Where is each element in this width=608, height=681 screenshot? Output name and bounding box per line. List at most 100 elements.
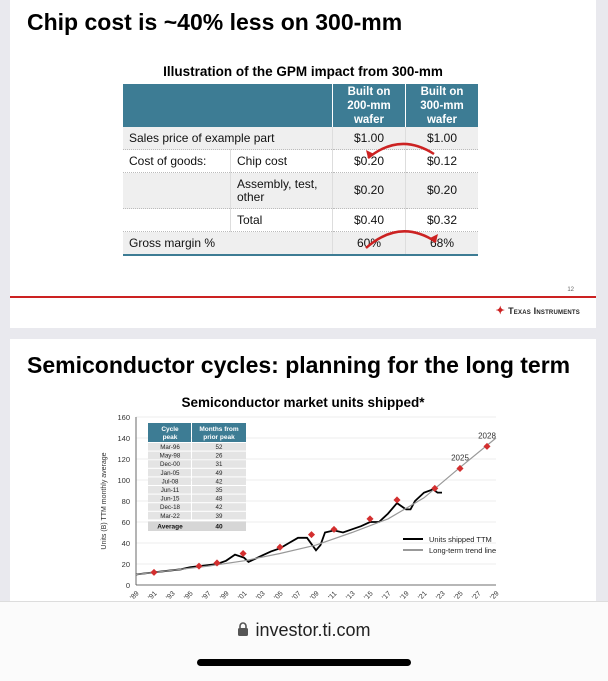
peak-table-months: 42	[216, 478, 223, 485]
value-200mm: $0.20	[332, 172, 406, 209]
ti-logo: ✦ Texas Instruments	[496, 304, 580, 317]
x-tick-label: '09	[309, 590, 320, 601]
peak-marker	[195, 562, 203, 570]
value-300mm: $0.32	[405, 208, 478, 232]
value-200mm: 60%	[332, 231, 406, 256]
y-tick-label: 140	[117, 434, 130, 443]
peak-table-cell-bg	[192, 468, 246, 477]
table-title: Illustration of the GPM impact from 300-…	[163, 64, 443, 79]
y-tick-label: 40	[122, 539, 130, 548]
url-bar[interactable]: investor.ti.com	[0, 620, 608, 641]
peak-table-months: 52	[216, 444, 223, 451]
peak-table-date: Jun-15	[161, 496, 180, 503]
table-header-row: Built on 200-mm wafer Built on 300-mm wa…	[123, 84, 478, 127]
x-tick-label: '15	[363, 590, 374, 601]
table-header-blank	[123, 84, 333, 127]
x-tick-label: '13	[345, 590, 356, 601]
legend-label-trend: Long-term trend line	[429, 546, 496, 555]
row-sublabel: Chip cost	[230, 149, 333, 173]
peak-marker	[150, 568, 158, 576]
row-label	[123, 172, 231, 209]
peak-table-header: Cycle	[161, 426, 179, 433]
value-200mm: $0.40	[332, 208, 406, 232]
x-tick-label: '19	[399, 590, 410, 601]
x-tick-label: '05	[273, 590, 284, 601]
peak-table-cell-bg	[192, 511, 246, 520]
projection-label: 2028	[478, 431, 496, 440]
table-row: Gross margin % 60% 68%	[123, 231, 478, 256]
peak-table-months: 26	[216, 453, 223, 460]
peak-table-months: 42	[216, 504, 223, 511]
x-tick-label: '95	[183, 590, 194, 601]
x-tick-label: '29	[489, 590, 500, 601]
peak-marker	[307, 531, 316, 539]
row-label	[123, 208, 231, 232]
peak-table-cell-bg	[148, 468, 191, 477]
peak-table-cell-bg	[192, 503, 246, 511]
row-label: Cost of goods:	[123, 149, 231, 173]
y-tick-label: 100	[117, 476, 130, 485]
col-header-200mm: Built on 200-mm wafer	[332, 84, 406, 127]
y-axis-label: Units (B) TTM monthly average	[101, 452, 108, 549]
peak-table-cell-bg	[192, 460, 246, 468]
peak-table-months: 31	[216, 461, 223, 468]
margin-arrowhead	[430, 234, 438, 242]
peak-table-date: Jul-08	[162, 478, 179, 485]
home-indicator[interactable]	[197, 659, 411, 666]
col-header-300mm: Built on 300-mm wafer	[405, 84, 478, 127]
x-tick-label: '97	[201, 590, 212, 601]
x-tick-label: '21	[417, 590, 428, 601]
table-row: Total $0.40 $0.32	[123, 208, 478, 232]
x-tick-label: '93	[165, 590, 176, 601]
peak-marker	[213, 559, 221, 567]
peak-table-cell-bg	[192, 443, 246, 451]
chip-cost-arc	[367, 142, 435, 159]
y-tick-label: 80	[122, 497, 130, 506]
x-tick-label: '25	[453, 590, 464, 601]
peak-marker	[393, 496, 401, 504]
value-200mm: $1.00	[332, 127, 406, 150]
peak-table-header: Months from	[199, 426, 239, 433]
highlight-arcs	[365, 142, 438, 249]
row-label: Sales price of example part	[123, 127, 333, 150]
peak-table-date: Dec-18	[160, 504, 181, 511]
value-300mm: $0.20	[405, 172, 478, 209]
x-tick-label: '01	[237, 590, 248, 601]
page-number: 12	[567, 287, 574, 293]
peak-table-header-bg	[148, 423, 191, 442]
ti-logo-icon: ✦	[495, 305, 506, 317]
row-label: Gross margin %	[123, 231, 333, 256]
peak-table-average-label: Average	[157, 523, 183, 530]
peak-table-months: 48	[216, 496, 223, 503]
peak-table-cell-bg	[148, 451, 191, 460]
peak-table-cell-bg	[192, 451, 246, 460]
y-tick-label: 60	[122, 518, 130, 527]
peak-table-cell-bg	[148, 486, 191, 494]
x-tick-label: '27	[471, 590, 482, 601]
projection-marker	[483, 442, 491, 450]
peak-marker	[276, 543, 284, 551]
projection-marker	[456, 464, 464, 472]
peak-table-cell-bg	[192, 486, 246, 494]
peak-table-cell-bg	[192, 494, 246, 503]
ti-logo-text: Texas Instruments	[508, 306, 580, 316]
peak-table-cell-bg	[148, 477, 191, 485]
peak-table-header: peak	[163, 434, 178, 441]
row-sublabel: Assembly, test, other	[230, 172, 333, 209]
peak-table-header-bg	[192, 423, 246, 442]
peak-marker	[431, 484, 439, 492]
peak-table-date: Dec-00	[160, 461, 181, 468]
chart-title: Semiconductor market units shipped*	[181, 395, 425, 410]
slide-title: Chip cost is ~40% less on 300-mm	[27, 9, 403, 35]
peak-table-cell-bg	[192, 477, 246, 485]
peak-table-header: prior peak	[203, 434, 235, 441]
chip-cost-arrowhead	[366, 150, 374, 158]
y-tick-label: 120	[117, 455, 130, 464]
red-rule	[10, 296, 596, 298]
url-text: investor.ti.com	[255, 620, 371, 640]
x-tick-label: '99	[219, 590, 230, 601]
peak-table-average-bg	[148, 521, 246, 531]
peak-table-date: May-98	[160, 453, 181, 460]
peak-table-cell-bg	[148, 503, 191, 511]
peak-table-months: 49	[216, 470, 223, 477]
